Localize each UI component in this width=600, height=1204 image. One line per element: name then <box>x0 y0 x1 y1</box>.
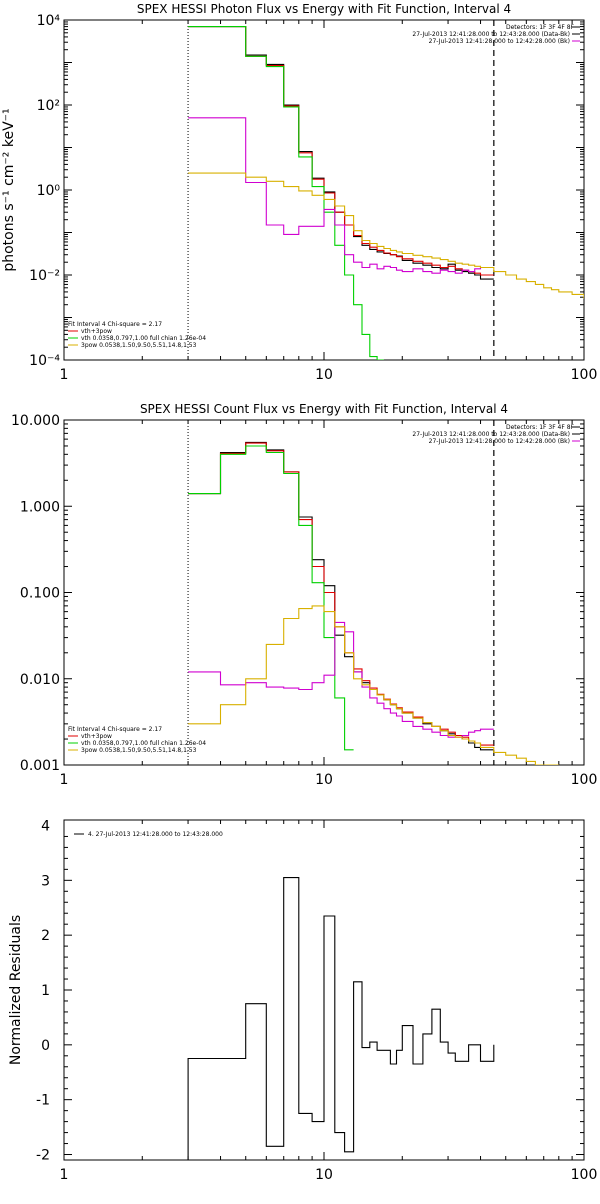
y-tick-label: 10⁻² <box>29 268 60 284</box>
y-tick-label: 4 <box>41 818 50 834</box>
plot-series-group <box>188 26 584 360</box>
x-tick-label: 100 <box>571 772 598 788</box>
fit-legend-entry: 3pow 0.0538,1.50,9.50,5.51,14.8,1.53 <box>81 747 197 754</box>
fit-legend-entry: vth+3pow <box>81 733 112 740</box>
chart-1: SPEX HESSI Photon Flux vs Energy with Fi… <box>1 2 597 383</box>
y-tick-label: 10.000 <box>11 413 60 429</box>
legend-entry: 27-Jul-2013 12:41:28.000 to 12:42:28.000… <box>429 38 570 45</box>
x-tick-label: 1 <box>60 367 69 383</box>
y-tick-label: 0.100 <box>20 586 60 602</box>
legend-entry: 27-Jul-2013 12:41:28.000 to 12:43:28.000… <box>412 431 570 438</box>
y-tick-label: 2 <box>41 928 50 944</box>
chart-title: SPEX HESSI Count Flux vs Energy with Fit… <box>140 402 508 416</box>
legend-entry: Detectors: 1F 3F 4F 8F <box>506 24 575 31</box>
chart-title: SPEX HESSI Photon Flux vs Energy with Fi… <box>137 2 511 16</box>
y-tick-label: 10⁴ <box>37 13 61 29</box>
fit-legend-entry: vth 0.0358,0.797,1.00 full chian 1.26e-0… <box>81 335 206 342</box>
y-axis-label: photons s⁻¹ cm⁻² keV⁻¹ <box>1 108 17 271</box>
legend-entry: 27-Jul-2013 12:41:28.000 to 12:43:28.000… <box>412 31 570 38</box>
chart-3: 1 10 100 -2 -1 0 1 2 3 4 Normalized Residuals 4. 27… <box>8 818 597 1183</box>
x-tick-label: 10 <box>315 367 333 383</box>
chart-2: SPEX HESSI Count Flux vs Energy with Fit… <box>11 402 597 788</box>
series-line-bk <box>188 117 494 274</box>
series-line-vth-3pow <box>188 442 494 746</box>
series-line-3pow <box>188 605 559 765</box>
legend-entry: Detectors: 1F 3F 4F 8F <box>506 424 575 431</box>
x-tick-label: 1 <box>60 1167 69 1183</box>
y-tick-label: 1.000 <box>20 499 60 515</box>
fit-legend-entry: vth 0.0358,0.797,1.00 full chian 1.26e-0… <box>81 740 206 747</box>
series-line-vth <box>188 26 384 360</box>
plot-series-group <box>188 441 559 765</box>
x-tick-label: 100 <box>571 1167 598 1183</box>
y-tick-label: 0.010 <box>20 672 60 688</box>
x-tick-label: 10 <box>315 772 333 788</box>
y-tick-label: 10⁻⁴ <box>29 353 60 369</box>
y-tick-label: 0.001 <box>20 758 60 774</box>
series-line-data-bk <box>188 26 494 280</box>
fit-legend-entry: 3pow 0.0538,1.50,9.50,5.51,14.8,1.53 <box>81 342 197 349</box>
series-line-vth <box>188 445 354 751</box>
x-tick-label: 10 <box>315 1167 333 1183</box>
series-line-4-27-jul-2013-12-41-28-000-to-12-43-28-000 <box>187 877 495 1160</box>
series-line-3pow <box>188 172 584 299</box>
fit-legend-header: Fit Interval 4 Chi-square = 2.17 <box>68 726 162 733</box>
x-tick-label: 100 <box>571 367 598 383</box>
y-tick-label: 1 <box>41 983 50 999</box>
y-tick-label: 10⁰ <box>37 183 61 199</box>
y-tick-label: 0 <box>41 1038 50 1054</box>
legend-entry: 27-Jul-2013 12:41:28.000 to 12:42:28.000… <box>429 438 570 445</box>
x-tick-label: 1 <box>60 772 69 788</box>
y-tick-label: 10² <box>37 98 60 114</box>
series-line-data-bk <box>188 441 494 751</box>
y-axis-label: Normalized Residuals <box>8 915 24 1065</box>
y-tick-label: -1 <box>36 1093 50 1109</box>
legend-entry: 4. 27-Jul-2013 12:41:28.000 to 12:43:28.… <box>88 831 223 838</box>
y-tick-label: -2 <box>36 1148 50 1164</box>
series-line-bk <box>188 621 494 738</box>
series-line-vth-3pow <box>188 26 494 276</box>
fit-legend-header: Fit Interval 4 Chi-square = 2.17 <box>68 321 162 328</box>
y-tick-label: 3 <box>41 873 50 889</box>
fit-legend-entry: vth+3pow <box>81 328 112 335</box>
plot-series-group <box>187 877 495 1160</box>
